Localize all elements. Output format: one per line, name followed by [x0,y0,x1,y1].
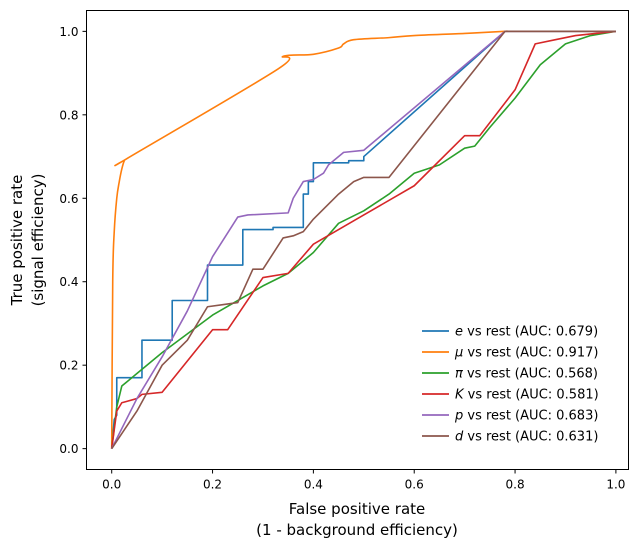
series-line-μ [110,30,616,449]
y-tick-label: 0.4 [59,275,78,289]
legend-label: d vs rest (AUC: 0.631) [455,430,598,445]
legend-entry: K vs rest (AUC: 0.581) [422,388,599,403]
legend-entry: π vs rest (AUC: 0.568) [422,367,598,382]
x-tick-label: 0.0 [102,478,121,492]
legend-symbol: p [454,409,463,424]
legend-entry: e vs rest (AUC: 0.679) [422,325,598,340]
legend-label: e vs rest (AUC: 0.679) [455,325,598,340]
legend-label: π vs rest (AUC: 0.568) [455,367,598,382]
legend-symbol: d [455,430,464,445]
legend-label: K vs rest (AUC: 0.581) [455,388,599,403]
legend-suffix: vs rest (AUC: 0.683) [463,409,598,424]
legend-suffix: vs rest (AUC: 0.679) [463,325,598,340]
legend-symbol: K [455,388,465,403]
legend-suffix: vs rest (AUC: 0.631) [463,430,598,445]
y-tick-label: 0.8 [59,108,78,122]
y-tick-label: 0.6 [59,192,78,206]
legend-entry: p vs rest (AUC: 0.683) [422,409,598,424]
legend-symbol: μ [454,346,463,361]
plot-frame [86,10,629,470]
x-tick-label: 0.4 [304,478,323,492]
series-line-π [110,30,617,449]
legend-label: p vs rest (AUC: 0.683) [454,409,598,424]
legend: e vs rest (AUC: 0.679)μ vs rest (AUC: 0.… [422,325,599,445]
legend-label: μ vs rest (AUC: 0.917) [454,346,598,361]
y-axis-label-line2: (signal efficiency) [29,174,47,307]
x-tick-label: 0.2 [203,478,222,492]
y-axis-label-line1: True positive rate [8,175,26,307]
legend-entry: μ vs rest (AUC: 0.917) [422,346,598,361]
x-tick-label: 1.0 [606,478,625,492]
legend-symbol: π [455,367,463,382]
legend-entry: d vs rest (AUC: 0.631) [422,430,598,445]
legend-suffix: vs rest (AUC: 0.568) [463,367,598,382]
legend-symbol: e [455,325,463,340]
x-axis-label-line1: False positive rate [289,500,426,518]
legend-suffix: vs rest (AUC: 0.917) [463,346,598,361]
x-tick-label: 0.6 [405,478,424,492]
y-tick-label: 0.2 [59,359,78,373]
legend-suffix: vs rest (AUC: 0.581) [464,388,599,403]
x-tick-label: 0.8 [506,478,525,492]
y-tick-label: 1.0 [59,25,78,39]
series-line-p [110,30,616,449]
series-line-d [111,30,616,450]
y-tick-label: 0.0 [59,442,78,456]
series-line-K [110,30,616,449]
x-axis-label-line2: (1 - background efficiency) [256,521,458,539]
axis-ticks: 0.0 0.2 0.4 0.6 0.8 1.0 0.0 0.2 0.4 0.6 0.8 1.0 [59,25,625,492]
series-lines [110,30,617,450]
series-line-e [110,30,616,449]
